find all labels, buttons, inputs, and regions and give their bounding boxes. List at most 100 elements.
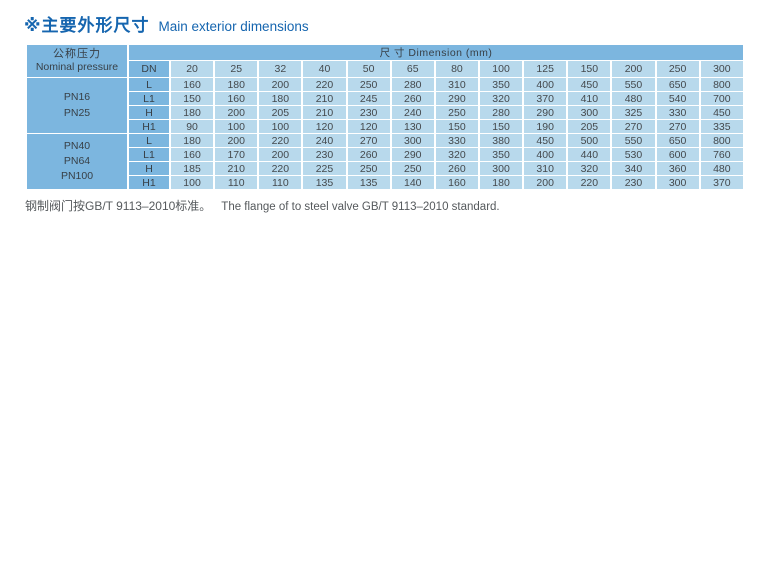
dimension-value-cell: 250	[391, 162, 434, 175]
dimension-value-cell: 120	[303, 120, 346, 133]
dn-value-cell: 100	[479, 61, 523, 77]
dimension-value-cell: 325	[612, 106, 655, 119]
dimension-value-cell: 270	[347, 134, 390, 147]
pressure-label: PN64	[63, 154, 91, 167]
pressure-label: PN25	[63, 106, 91, 119]
table-row: H1 100 110 110 135 135 140 160 180 200 220 230 300 37…	[27, 176, 743, 189]
dimension-value-cell: 180	[479, 176, 523, 189]
dimension-value-cell: 110	[215, 176, 258, 189]
dimension-value-cell: 270	[656, 120, 699, 133]
dimension-value-cell: 160	[171, 148, 214, 161]
dimension-value-cell: 230	[303, 148, 346, 161]
dn-value-cell: 300	[700, 61, 743, 77]
dimension-banner-row: 公称压力 Nominal pressure 尺 寸 Dimension (mm)	[27, 45, 743, 77]
dimension-value-cell: 340	[612, 162, 655, 175]
dimension-value-cell: 205	[259, 106, 302, 119]
dimension-value-cell: 330	[435, 134, 478, 147]
dimensions-table: 公称压力 Nominal pressure 尺 寸 Dimension (mm)…	[25, 44, 745, 190]
dimension-value-cell: 100	[215, 120, 258, 133]
dimension-value-cell: 200	[215, 106, 258, 119]
dimension-value-cell: 120	[347, 120, 390, 133]
dimension-value-cell: 540	[656, 92, 699, 105]
dimension-value-cell: 220	[259, 162, 302, 175]
dimension-value-cell: 100	[259, 120, 302, 133]
dn-value-cell: 20	[171, 61, 214, 77]
dimension-value-cell: 320	[435, 148, 478, 161]
dimension-value-cell: 280	[391, 78, 434, 91]
dn-value-cell: 250	[656, 61, 699, 77]
table-row: PN40 PN64 PN100 L 180 200 220 240 270 300 330 380 45…	[27, 134, 743, 189]
dimension-value-cell: 200	[259, 148, 302, 161]
dimension-value-cell: 290	[391, 148, 434, 161]
dn-value-cell: 32	[259, 61, 302, 77]
dimension-value-cell: 185	[171, 162, 214, 175]
dimension-value-cell: 210	[303, 92, 346, 105]
dimension-value-cell: 250	[347, 162, 390, 175]
pressure-group-cell: PN16 PN25	[27, 78, 127, 133]
dimension-value-cell: 800	[700, 78, 743, 91]
footnote-en: The flange of to steel valve GB/T 9113–2…	[221, 201, 500, 213]
dimension-value-cell: 380	[479, 134, 523, 147]
table-row: H1 90 100 100 120 120 130 150 150 190 205 270 270 335	[27, 120, 743, 133]
dimension-value-cell: 550	[612, 78, 655, 91]
dimension-value-cell: 310	[524, 162, 567, 175]
row-label-cell: H1	[129, 120, 169, 133]
dimension-value-cell: 170	[215, 148, 258, 161]
dimension-value-cell: 245	[347, 92, 390, 105]
dimension-value-cell: 450	[524, 134, 567, 147]
dimension-value-cell: 200	[524, 176, 567, 189]
dimension-value-cell: 130	[391, 120, 434, 133]
dimension-value-cell: 150	[479, 120, 523, 133]
table-row: PN16 PN25 L 160 180 200 220 250 280 310 350 400 450 5…	[27, 78, 743, 133]
dimension-value-cell: 90	[171, 120, 214, 133]
dimension-value-cell: 320	[479, 92, 523, 105]
dimension-value-cell: 350	[479, 78, 523, 91]
dimension-value-cell: 150	[171, 92, 214, 105]
page-title-zh: ※主要外形尺寸	[24, 16, 150, 35]
dimension-value-cell: 450	[700, 106, 743, 119]
dimension-value-cell: 160	[215, 92, 258, 105]
dimension-value-cell: 550	[612, 134, 655, 147]
dimension-value-cell: 140	[391, 176, 434, 189]
dimension-value-cell: 190	[524, 120, 567, 133]
dimension-value-cell: 480	[700, 162, 743, 175]
dimension-value-cell: 220	[303, 78, 346, 91]
dimension-value-cell: 400	[524, 78, 567, 91]
dimension-value-cell: 800	[700, 134, 743, 147]
dimension-value-cell: 530	[612, 148, 655, 161]
corner-header-en: Nominal pressure	[35, 61, 119, 74]
dimension-value-cell: 210	[303, 106, 346, 119]
dimension-value-cell: 210	[215, 162, 258, 175]
dimension-value-cell: 250	[347, 78, 390, 91]
dimension-value-cell: 300	[391, 134, 434, 147]
table-header: 公称压力 Nominal pressure 尺 寸 Dimension (mm)…	[27, 45, 743, 77]
dimension-value-cell: 335	[700, 120, 743, 133]
pressure-label: PN16	[63, 91, 91, 104]
dimension-value-cell: 250	[435, 106, 478, 119]
dimension-value-cell: 150	[435, 120, 478, 133]
dimension-value-cell: 180	[171, 134, 214, 147]
dn-value-cell: 65	[391, 61, 434, 77]
dimension-value-cell: 480	[612, 92, 655, 105]
dimension-value-cell: 160	[435, 176, 478, 189]
dimension-value-cell: 160	[171, 78, 214, 91]
corner-header-zh: 公称压力	[53, 48, 101, 61]
pressure-label: PN40	[63, 139, 91, 152]
dimension-value-cell: 330	[656, 106, 699, 119]
dimension-value-cell: 650	[656, 134, 699, 147]
dn-value-cell: 40	[303, 61, 346, 77]
row-label-cell: H1	[129, 176, 169, 189]
dimension-value-cell: 290	[435, 92, 478, 105]
dimension-value-cell: 310	[435, 78, 478, 91]
footnote-zh: 钢制阀门按GB/T 9113–2010标准。	[25, 199, 212, 213]
dn-value-cell: 25	[215, 61, 258, 77]
dimension-value-cell: 220	[568, 176, 611, 189]
dn-value-cell: 125	[524, 61, 567, 77]
dimension-value-cell: 260	[435, 162, 478, 175]
page-title: ※主要外形尺寸 Main exterior dimensions	[24, 11, 309, 36]
dimension-value-cell: 650	[656, 78, 699, 91]
dimension-value-cell: 270	[612, 120, 655, 133]
dimension-value-cell: 280	[479, 106, 523, 119]
dimension-value-cell: 760	[700, 148, 743, 161]
